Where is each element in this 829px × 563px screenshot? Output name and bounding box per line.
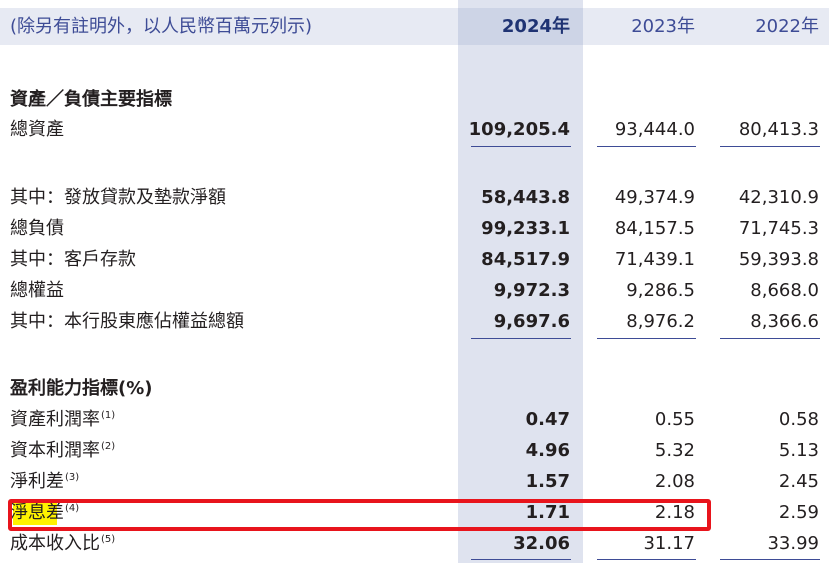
row-label: 總權益 [10,280,64,301]
row-label: 總負債 [10,218,64,239]
value-2024: 4.96 [525,440,570,461]
underline [597,559,696,560]
value-2023: 2.18 [654,502,695,523]
underline [720,559,820,560]
row-label: 淨息差(4) [10,502,80,523]
value-2024: 84,517.9 [481,249,570,270]
value-2023: 84,157.5 [614,218,695,239]
value-2024: 99,233.1 [481,218,570,239]
row-label: 其中：本行股東應佔權益總額 [10,311,244,332]
value-2023: 71,439.1 [614,249,695,270]
value-2022: 2.59 [778,502,819,523]
row-label: 其中：發放貸款及墊款淨額 [10,187,226,208]
row-label: 資產利潤率(1) [10,409,116,430]
highlight-marker [13,502,57,525]
value-2024: 9,697.6 [493,311,570,332]
footnote-ref: (5) [101,534,116,545]
value-2024: 1.57 [525,471,570,492]
underline [597,146,696,147]
footnote-ref: (4) [65,503,80,514]
value-2022: 8,668.0 [750,280,819,301]
value-2023: 49,374.9 [614,187,695,208]
value-2022: 42,310.9 [738,187,819,208]
section-title-profitability: 盈利能力指標(%) [10,378,153,399]
underline [720,338,820,339]
value-2024: 1.71 [525,502,570,523]
header-band [0,8,829,45]
underline [471,146,571,147]
value-2022: 71,745.3 [738,218,819,239]
value-2022: 2.45 [778,471,819,492]
section-title-assets-liabilities: 資產／負債主要指標 [10,89,172,110]
value-2023: 0.55 [654,409,695,430]
year-header-2023: 2023年 [631,16,695,37]
value-2022: 0.58 [778,409,819,430]
value-2024: 109,205.4 [468,119,570,140]
currency-note: (除另有註明外，以人民幣百萬元列示) [10,16,313,37]
underline [471,559,571,560]
value-2022: 33.99 [767,533,819,554]
underline [720,146,820,147]
highlight-column-2024-header [458,8,583,45]
value-2023: 8,976.2 [626,311,695,332]
row-label: 成本收入比(5) [10,533,116,554]
value-2024: 32.06 [513,533,570,554]
value-2023: 2.08 [654,471,695,492]
row-label: 總資產 [10,119,64,140]
value-2023: 93,444.0 [614,119,695,140]
row-label: 其中：客戶存款 [10,249,136,270]
value-2023: 31.17 [643,533,695,554]
value-2022: 80,413.3 [738,119,819,140]
underline [597,338,696,339]
value-2023: 5.32 [654,440,695,461]
value-2022: 59,393.8 [738,249,819,270]
value-2022: 5.13 [778,440,819,461]
footnote-ref: (1) [101,410,116,421]
value-2022: 8,366.6 [750,311,819,332]
row-label: 淨利差(3) [10,471,80,492]
underline [471,338,571,339]
highlight-column-2024 [458,0,583,563]
year-header-2024: 2024年 [501,16,570,37]
footnote-ref: (3) [65,472,80,483]
value-2024: 58,443.8 [481,187,570,208]
footnote-ref: (2) [101,441,116,452]
value-2024: 0.47 [525,409,570,430]
year-header-2022: 2022年 [755,16,819,37]
red-highlight-box [8,499,711,531]
value-2023: 9,286.5 [626,280,695,301]
value-2024: 9,972.3 [493,280,570,301]
row-label: 資本利潤率(2) [10,440,116,461]
